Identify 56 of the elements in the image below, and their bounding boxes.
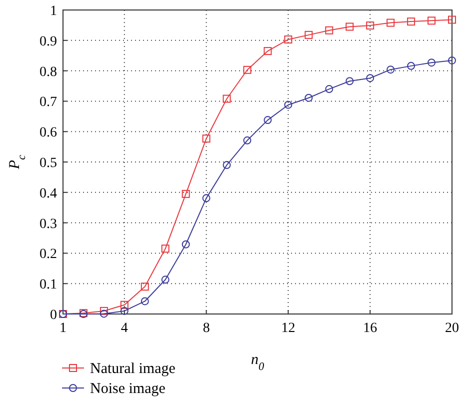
point (243, 66, 252, 74)
y-tick-label: 0.2 (40, 247, 57, 262)
point (366, 22, 374, 30)
point (366, 74, 374, 82)
y-tick-label: 0 (50, 308, 57, 323)
x-tick-label: 8 (202, 321, 210, 336)
x-tick-label: 16 (363, 321, 378, 336)
point (182, 190, 190, 198)
point (161, 276, 170, 284)
point (222, 94, 231, 103)
point (264, 47, 272, 56)
point (100, 310, 108, 318)
point (407, 62, 416, 70)
point (100, 306, 108, 315)
point (448, 16, 456, 24)
point (428, 16, 436, 25)
x-axis-title: n$_{0}$ (250, 352, 264, 373)
y-tick-label: 0.1 (40, 278, 57, 293)
point (346, 77, 354, 86)
y-tick-label: 0.5 (40, 156, 57, 171)
point (386, 66, 395, 74)
point (182, 240, 190, 248)
legend-label: Natural image (90, 361, 176, 377)
legend-label: Noise image (90, 381, 166, 397)
y-tick-label: 0.3 (40, 216, 57, 232)
x-tick-label: 12 (281, 321, 296, 336)
point (304, 30, 313, 39)
point (325, 85, 334, 94)
point (264, 116, 272, 124)
y-tick-label: 0.4 (40, 186, 57, 202)
point (120, 306, 128, 315)
point (407, 18, 416, 26)
point (140, 282, 149, 291)
point (161, 244, 170, 253)
x-tick-label: 1 (60, 321, 66, 336)
point (222, 161, 231, 170)
point (284, 100, 292, 109)
point (346, 22, 354, 31)
point (325, 26, 334, 34)
x-tick-label: 20 (445, 321, 459, 336)
point (428, 58, 436, 67)
point (448, 56, 456, 64)
y-tick-label: 1 (50, 4, 57, 19)
y-tick-label: 0.6 (40, 126, 57, 141)
point (202, 194, 210, 202)
y-tick-label: 0.8 (40, 64, 57, 80)
point (120, 300, 128, 309)
x-tick-label: 4 (120, 321, 128, 336)
y-tick-label: 0.9 (40, 34, 57, 50)
point (140, 297, 149, 306)
y-tick-label: 0.7 (40, 95, 57, 110)
point (202, 134, 210, 143)
point (284, 35, 292, 44)
point (304, 94, 313, 102)
point (386, 18, 395, 27)
point (243, 136, 252, 144)
